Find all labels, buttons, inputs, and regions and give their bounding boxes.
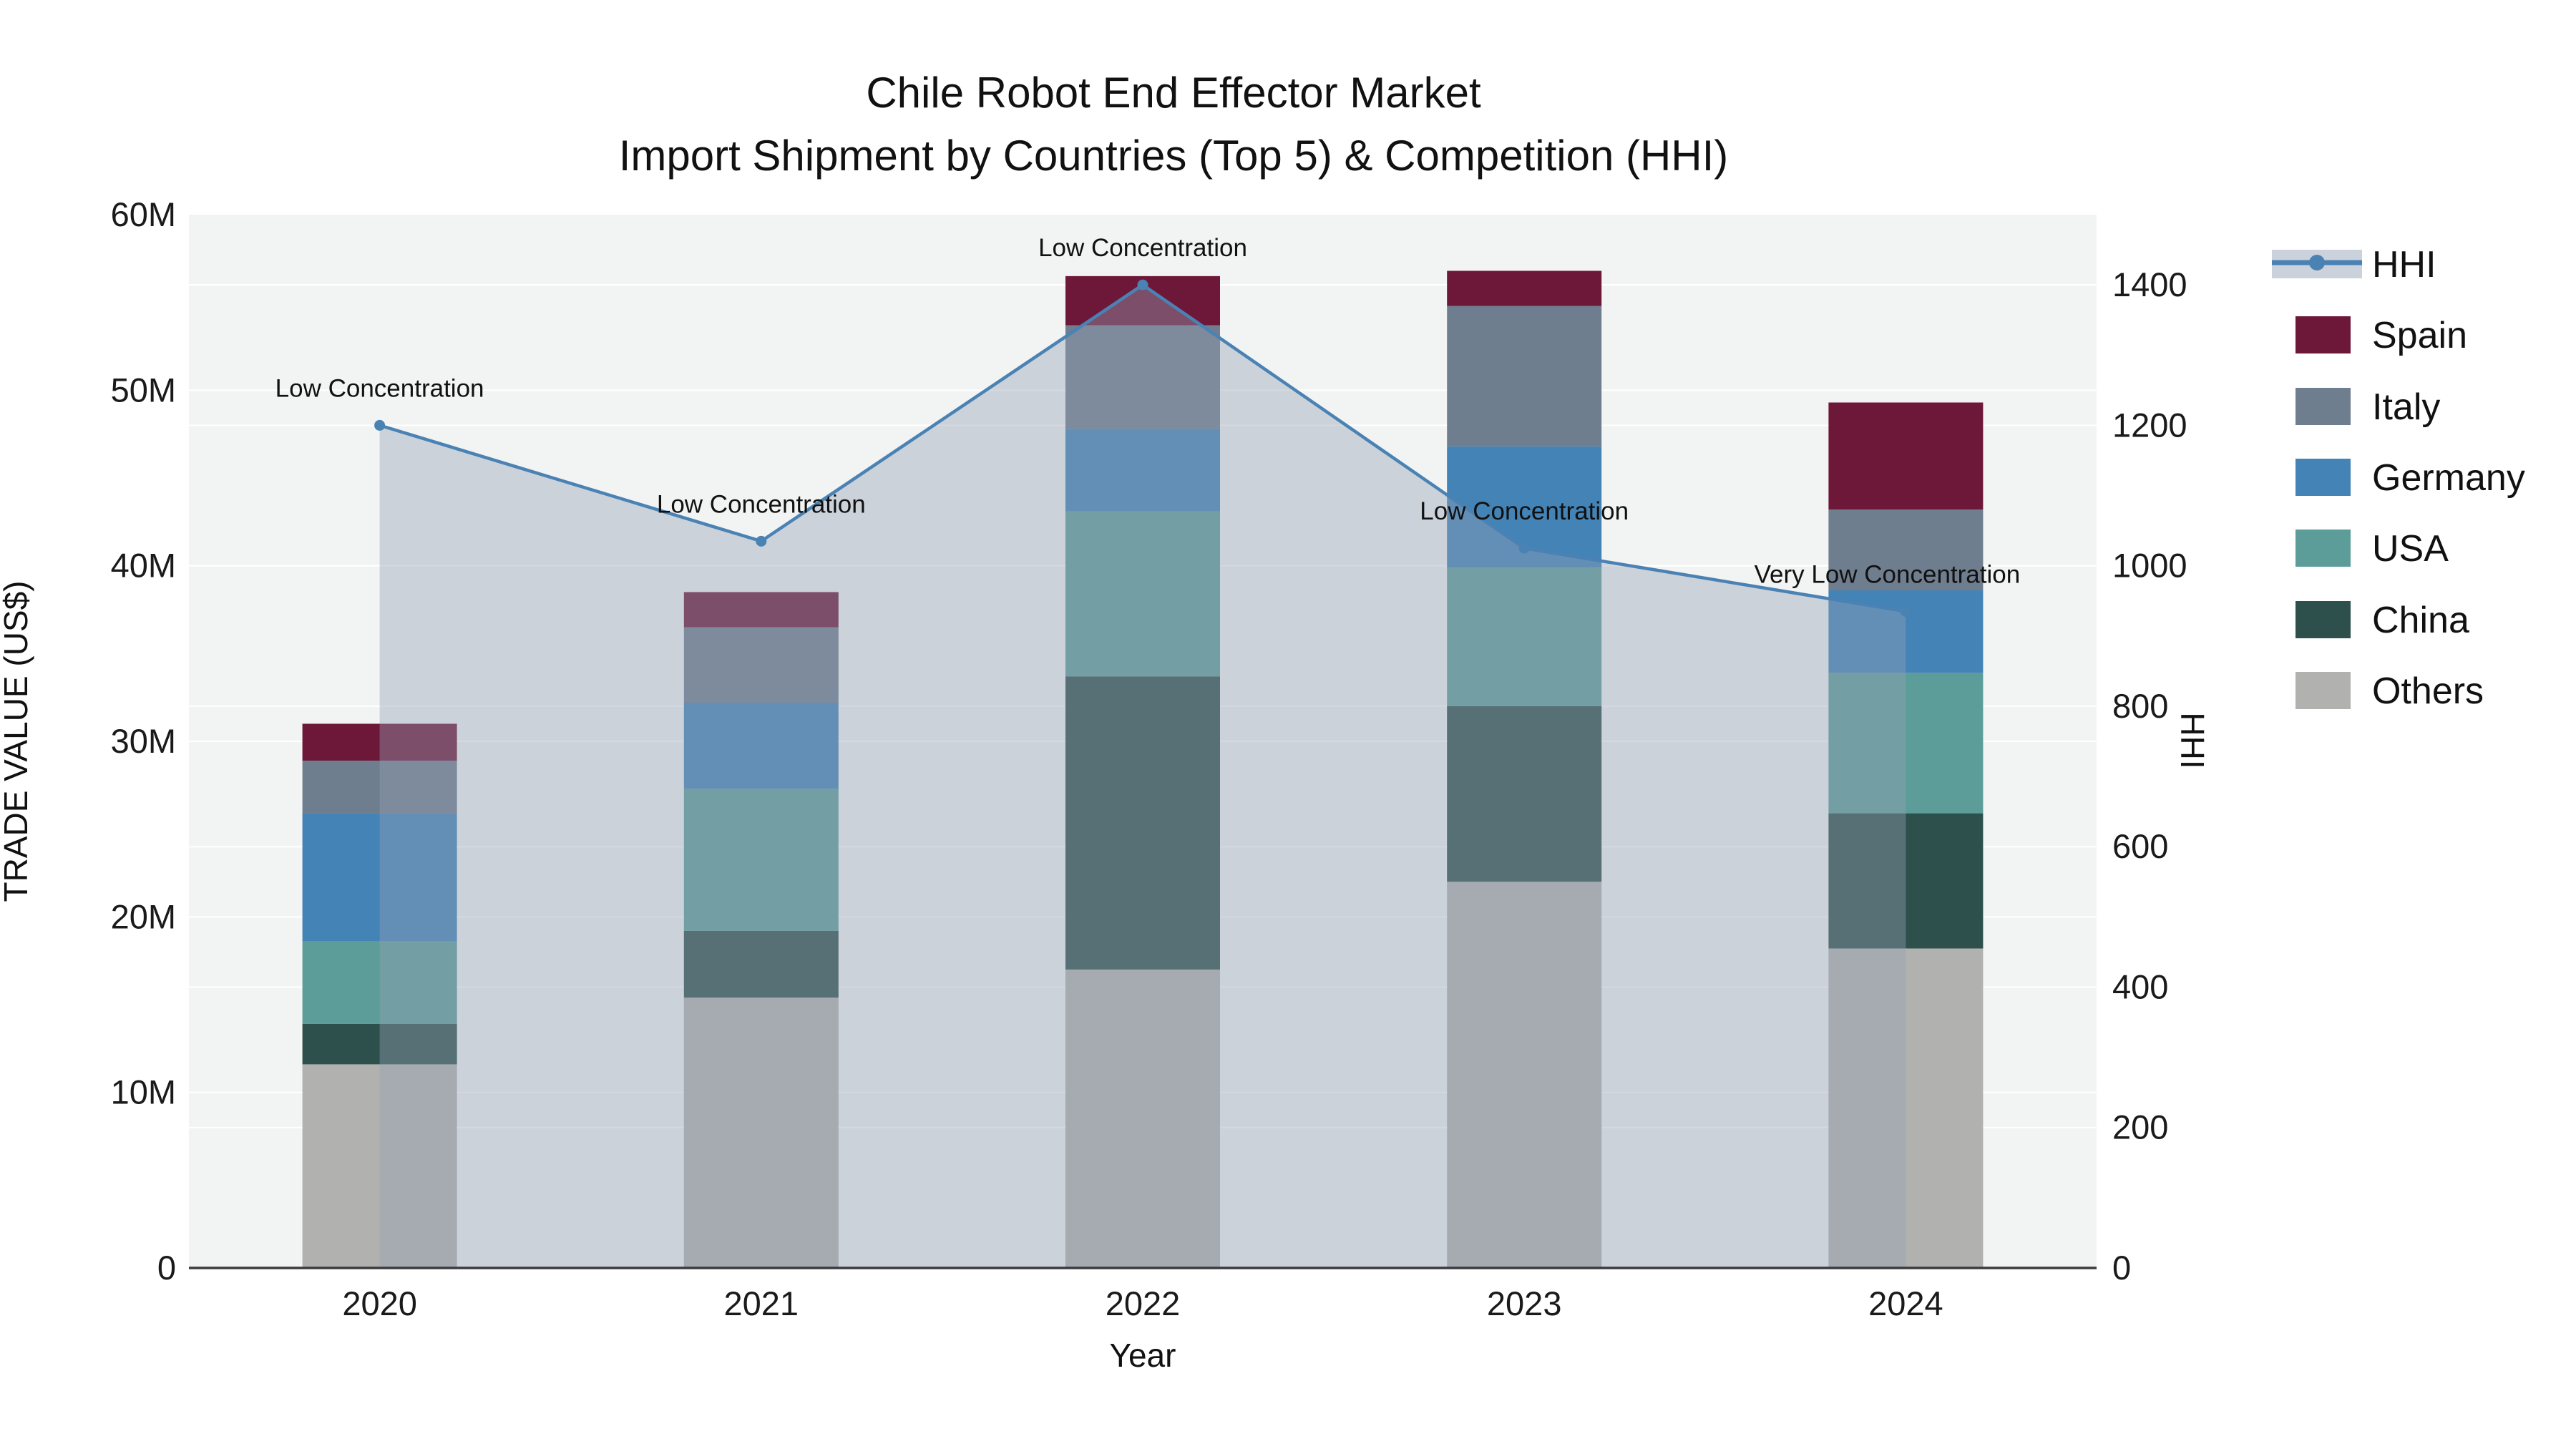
bar-segment-usa-2023[interactable] xyxy=(1447,567,1602,706)
legend-item-italy[interactable]: Italy xyxy=(2296,386,2440,428)
bar-segment-usa-2020[interactable] xyxy=(302,941,457,1024)
hhi-marker-2021[interactable] xyxy=(756,535,767,547)
legend-item-others[interactable]: Others xyxy=(2296,670,2484,712)
legend-item-spain[interactable]: Spain xyxy=(2296,315,2467,356)
y-axis-tick-right: 0 xyxy=(2112,1249,2131,1287)
bar-segment-spain-2023[interactable] xyxy=(1447,270,1602,306)
bar-segment-italy-2023[interactable] xyxy=(1447,306,1602,447)
y-axis-tick-left: 0 xyxy=(157,1249,176,1287)
x-axis-tick: 2024 xyxy=(1868,1284,1943,1322)
annotation-label: Low Concentration xyxy=(275,374,484,402)
legend-item-hhi[interactable]: HHI xyxy=(2272,244,2436,286)
x-axis-tick: 2023 xyxy=(1487,1284,1562,1322)
bar-segment-china-2022[interactable] xyxy=(1065,676,1220,970)
y-axis-title-right: HHI xyxy=(2174,712,2211,769)
legend-item-germany[interactable]: Germany xyxy=(2296,457,2525,499)
chart-title-line1: Chile Robot End Effector Market xyxy=(866,69,1481,117)
bar-segment-china-2024[interactable] xyxy=(1828,813,1984,949)
hhi-area-fill xyxy=(379,285,1906,1269)
annotation-label: Low Concentration xyxy=(1420,497,1629,525)
bar-segment-usa-2024[interactable] xyxy=(1828,673,1984,814)
legend-item-label: HHI xyxy=(2372,244,2436,286)
bar-segment-others-2021[interactable] xyxy=(683,997,839,1268)
hhi-marker-2020[interactable] xyxy=(374,419,386,431)
y-axis-tick-right: 600 xyxy=(2112,827,2168,865)
y-axis-tick-left: 40M xyxy=(111,547,176,585)
y-axis-tick-right: 1200 xyxy=(2112,406,2187,444)
bar-segment-china-2023[interactable] xyxy=(1447,706,1602,882)
annotation-label: Low Concentration xyxy=(657,490,866,518)
x-axis-title: Year xyxy=(1110,1337,1176,1374)
bar-segment-usa-2021[interactable] xyxy=(683,789,839,931)
legend-color-swatch xyxy=(2296,601,2351,638)
hhi-marker-2024[interactable] xyxy=(1900,605,1911,617)
y-axis-tick-left: 50M xyxy=(111,371,176,409)
bar-segment-italy-2022[interactable] xyxy=(1065,325,1220,429)
legend-color-swatch xyxy=(2296,672,2351,709)
y-axis-tick-right: 400 xyxy=(2112,967,2168,1005)
bar-segment-germany-2022[interactable] xyxy=(1065,429,1220,512)
legend-item-usa[interactable]: USA xyxy=(2296,528,2449,570)
bar-segment-spain-2020[interactable] xyxy=(302,723,457,761)
bar-segment-italy-2020[interactable] xyxy=(302,760,457,814)
y-axis-tick-right: 800 xyxy=(2112,687,2168,725)
legend-item-china[interactable]: China xyxy=(2296,600,2469,641)
annotation-label: Low Concentration xyxy=(1038,234,1247,262)
x-axis-tick: 2021 xyxy=(724,1284,799,1322)
bar-segment-italy-2024[interactable] xyxy=(1828,509,1984,591)
bar-segment-usa-2022[interactable] xyxy=(1065,511,1220,677)
legend-item-label: Others xyxy=(2372,670,2484,712)
y-axis-title-left: TRADE VALUE (US$) xyxy=(0,580,34,902)
bar-segment-others-2022[interactable] xyxy=(1065,969,1220,1268)
legend-item-label: China xyxy=(2372,600,2469,641)
bar-segment-others-2020[interactable] xyxy=(302,1064,457,1268)
hhi-marker-2022[interactable] xyxy=(1137,279,1148,291)
legend-color-swatch xyxy=(2296,459,2351,496)
bar-segment-italy-2021[interactable] xyxy=(683,627,839,703)
y-axis-tick-left: 10M xyxy=(111,1073,176,1111)
legend-color-swatch xyxy=(2296,316,2351,353)
y-axis-tick-left: 30M xyxy=(111,722,176,760)
bar-segment-spain-2021[interactable] xyxy=(683,592,839,628)
y-axis-tick-right: 1000 xyxy=(2112,547,2187,585)
x-axis-tick: 2022 xyxy=(1106,1284,1181,1322)
legend-item-label: Spain xyxy=(2372,315,2467,356)
bar-segment-china-2020[interactable] xyxy=(302,1023,457,1065)
y-axis-tick-right: 1400 xyxy=(2112,265,2187,303)
bar-segment-germany-2021[interactable] xyxy=(683,703,839,789)
legend-color-swatch xyxy=(2296,388,2351,425)
y-axis-tick-left: 60M xyxy=(111,195,176,233)
legend-color-swatch xyxy=(2296,530,2351,567)
legend-item-label: Germany xyxy=(2372,457,2525,499)
y-axis-tick-right: 200 xyxy=(2112,1108,2168,1146)
bar-segment-others-2023[interactable] xyxy=(1447,882,1602,1268)
bar-segment-spain-2024[interactable] xyxy=(1828,402,1984,510)
y-axis-tick-left: 20M xyxy=(111,897,176,935)
x-axis-tick: 2020 xyxy=(342,1284,417,1322)
legend-item-label: USA xyxy=(2372,528,2449,570)
annotation-label: Very Low Concentration xyxy=(1755,560,2021,588)
legend-hhi-marker-swatch xyxy=(2309,255,2325,270)
hhi-marker-2023[interactable] xyxy=(1518,542,1530,554)
chart-title-line2: Import Shipment by Countries (Top 5) & C… xyxy=(619,132,1729,180)
bar-segment-others-2024[interactable] xyxy=(1828,948,1984,1268)
bar-segment-germany-2020[interactable] xyxy=(302,813,457,942)
bar-segment-china-2021[interactable] xyxy=(683,930,839,998)
legend-item-label: Italy xyxy=(2372,386,2440,428)
